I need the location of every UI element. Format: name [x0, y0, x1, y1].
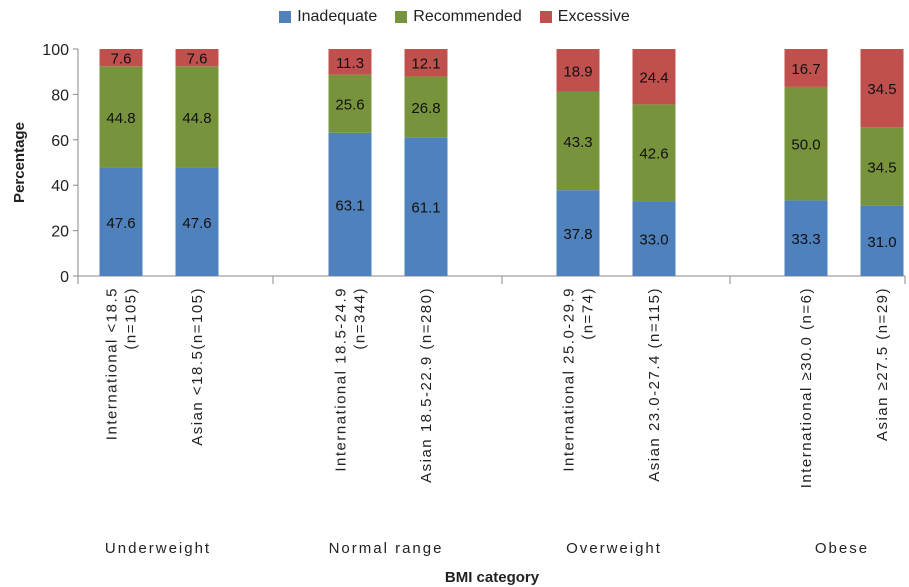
data-label: 63.1 — [335, 197, 364, 214]
x-category-label: Asian <18.5(n=105) — [189, 287, 206, 446]
x-category-label: Asian ≥27.5 (n=29) — [874, 287, 891, 441]
data-label: 25.6 — [335, 97, 364, 114]
data-label: 16.7 — [791, 61, 820, 78]
bar-segment-inadequate — [556, 190, 600, 276]
bar-segment-inadequate — [328, 132, 372, 276]
y-tick-label: 40 — [51, 178, 69, 195]
x-group-label: Normal range — [329, 540, 444, 557]
bar-segment-inadequate — [860, 205, 904, 276]
bar-segment-recommended — [328, 74, 372, 133]
legend-item-recommended: Recommended — [395, 8, 522, 26]
legend-swatch-recommended — [395, 11, 408, 23]
y-tick-label: 80 — [51, 87, 69, 104]
x-group-label: Overweight — [566, 540, 662, 557]
bar-segment-excessive — [556, 49, 600, 92]
legend: Inadequate Recommended Excessive — [0, 8, 909, 26]
data-label: 31.0 — [867, 234, 896, 251]
bar-segment-recommended — [404, 76, 448, 138]
data-label: 18.9 — [563, 63, 592, 80]
x-category-label: (n=74) — [580, 287, 597, 340]
bar-segment-recommended — [99, 66, 143, 168]
bar-segment-inadequate — [99, 167, 143, 276]
data-label: 7.6 — [111, 51, 132, 68]
bar-segment-excessive — [860, 49, 904, 128]
data-label: 43.3 — [563, 134, 592, 151]
x-category-label: Asian 18.5-22.9 (n=280) — [418, 287, 435, 483]
data-label: 33.0 — [639, 232, 668, 249]
data-label: 24.4 — [639, 70, 668, 87]
legend-swatch-excessive — [539, 11, 552, 23]
data-label: 7.6 — [187, 51, 208, 68]
data-label: 50.0 — [791, 137, 820, 154]
y-axis-title: Percentage — [11, 122, 28, 203]
x-category-label: (n=344) — [352, 287, 369, 350]
x-category-label: International 25.0-29.9 — [561, 287, 578, 472]
data-label: 37.8 — [563, 226, 592, 243]
x-category-label: International ≥30.0 (n=6) — [798, 287, 815, 488]
bar-segment-excessive — [404, 49, 448, 77]
bar-segment-excessive — [175, 49, 219, 67]
x-category-label: Asian 23.0-27.4 (n=115) — [646, 287, 663, 482]
y-tick-label: 100 — [42, 42, 69, 59]
legend-label-inadequate: Inadequate — [297, 8, 378, 25]
data-label: 47.6 — [182, 215, 211, 232]
data-label: 12.1 — [411, 56, 440, 73]
bar-segment-excessive — [328, 49, 372, 75]
data-label: 61.1 — [411, 200, 440, 217]
y-tick-label: 60 — [51, 133, 69, 150]
data-label: 33.3 — [791, 231, 820, 248]
data-label: 34.5 — [867, 159, 896, 176]
bar-segment-inadequate — [632, 201, 676, 276]
legend-item-excessive: Excessive — [539, 8, 630, 26]
bar-segment-recommended — [860, 127, 904, 206]
data-label: 44.8 — [182, 110, 211, 127]
data-label: 44.8 — [106, 110, 135, 127]
data-label: 11.3 — [336, 55, 364, 72]
bar-segment-excessive — [632, 49, 676, 105]
bar-segment-recommended — [784, 86, 828, 201]
x-category-label: (n=105) — [123, 287, 140, 350]
bar-segment-recommended — [632, 104, 676, 202]
x-category-label: International <18.5 — [104, 287, 121, 440]
bar-segment-inadequate — [784, 200, 828, 276]
bar-segment-recommended — [556, 91, 600, 191]
x-axis-title: BMI category — [445, 569, 540, 586]
legend-swatch-inadequate — [279, 11, 292, 23]
legend-label-recommended: Recommended — [413, 8, 522, 25]
y-tick-label: 0 — [60, 269, 69, 286]
legend-label-excessive: Excessive — [557, 8, 630, 25]
data-label: 26.8 — [411, 100, 440, 117]
x-category-label: International 18.5-24.9 — [333, 287, 350, 472]
bar-segment-inadequate — [175, 167, 219, 276]
legend-item-inadequate: Inadequate — [279, 8, 377, 26]
bar-segment-inadequate — [404, 137, 448, 276]
x-group-label: Underweight — [105, 540, 211, 557]
y-tick-label: 20 — [51, 224, 69, 241]
bar-segment-excessive — [99, 49, 143, 67]
x-group-label: Obese — [815, 540, 869, 557]
data-label: 34.5 — [867, 81, 896, 98]
bar-segment-excessive — [784, 49, 828, 87]
data-label: 42.6 — [639, 146, 668, 163]
bar-segment-recommended — [175, 66, 219, 168]
data-label: 47.6 — [106, 215, 135, 232]
